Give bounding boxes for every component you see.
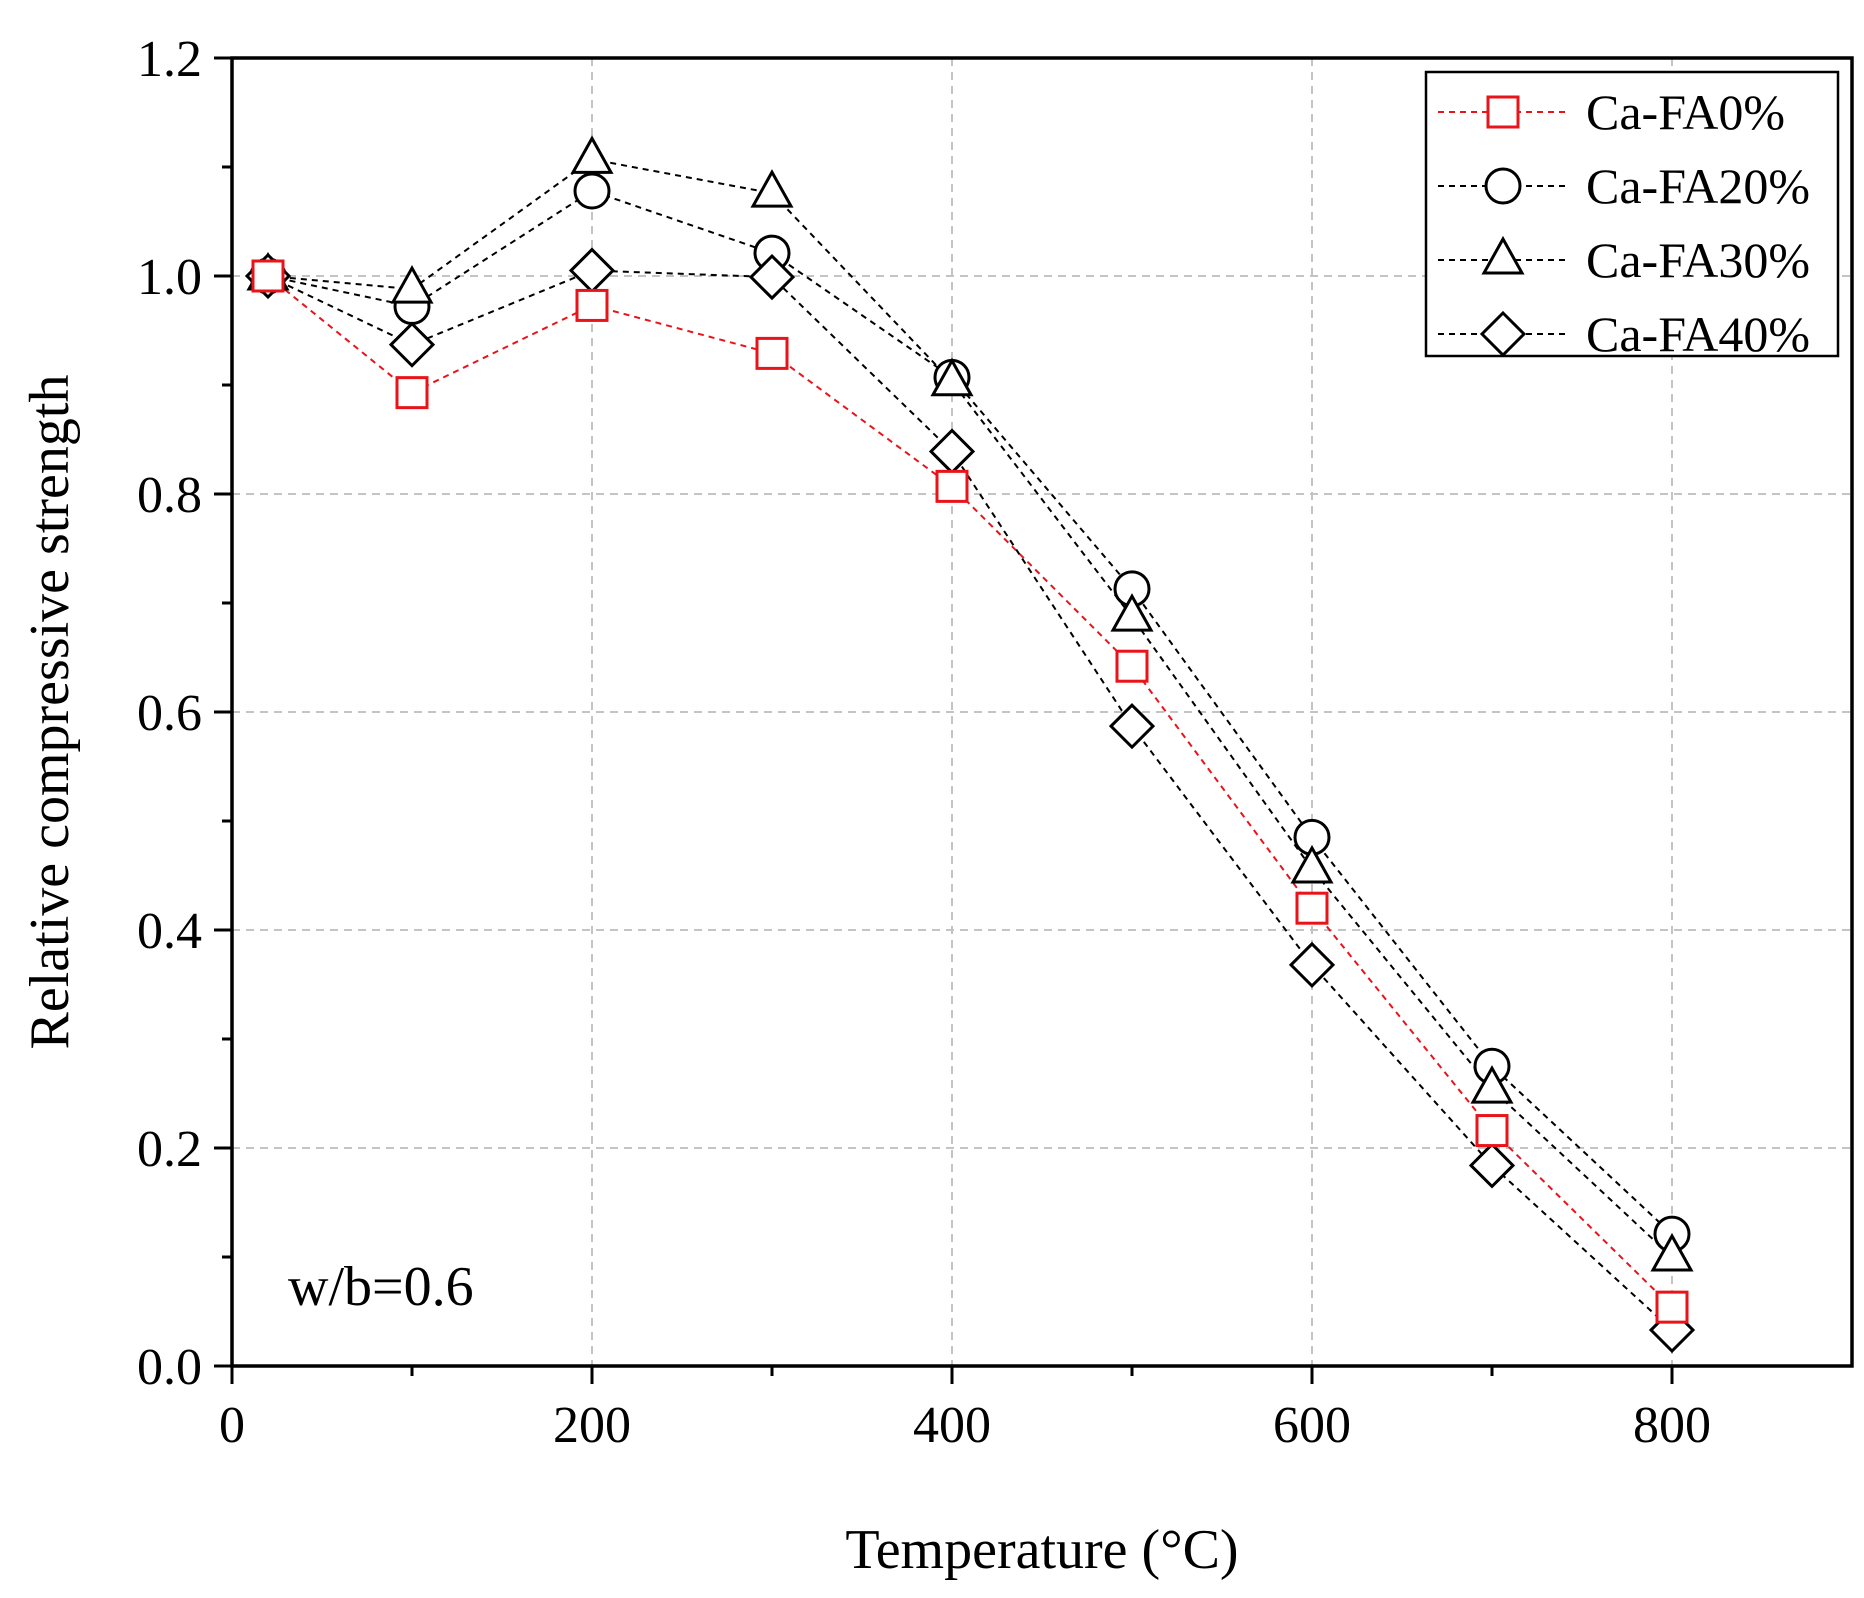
legend-label-3: Ca-FA40% <box>1586 306 1810 362</box>
legend-marker-3 <box>1479 310 1527 358</box>
data-point-s3-1 <box>388 321 436 368</box>
axes: 0 200 400 600 800 0.0 0.2 0.4 0.6 0.8 1.0 1.2 <box>137 31 1711 1454</box>
data-point-s0-4 <box>935 469 969 503</box>
data-point-s0-5 <box>1115 649 1149 683</box>
legend-marker-1 <box>1484 167 1522 205</box>
x-tick-label-0: 0 <box>219 1397 245 1454</box>
data-point-s3-5 <box>1108 703 1156 750</box>
y-tick-label-4: 0.8 <box>137 467 202 524</box>
data-point-s3-7 <box>1468 1142 1516 1189</box>
legend-marker-2 <box>1481 235 1525 275</box>
y-tick-label-5: 1.0 <box>137 249 202 306</box>
series-markers <box>244 135 1696 1354</box>
data-point-s2-8 <box>1650 1232 1694 1272</box>
data-point-s2-6 <box>1290 844 1334 884</box>
data-point-s3-3 <box>748 253 796 301</box>
data-point-s3-6 <box>1288 941 1336 989</box>
data-point-s1-2 <box>573 172 611 210</box>
legend-marker-0 <box>1486 95 1520 129</box>
legend-label-1: Ca-FA20% <box>1586 158 1810 214</box>
legend-label-2: Ca-FA30% <box>1586 232 1810 288</box>
data-point-s2-2 <box>570 135 614 174</box>
data-point-s2-3 <box>750 169 794 208</box>
data-point-s2-4 <box>930 357 974 397</box>
data-point-s0-8 <box>1655 1290 1689 1324</box>
y-tick-label-2: 0.4 <box>137 903 202 960</box>
data-point-s0-7 <box>1475 1114 1509 1148</box>
legend: Ca-FA0% Ca-FA20% Ca-FA30% Ca-FA40% <box>1424 70 1840 362</box>
data-point-s2-1 <box>390 265 434 304</box>
data-point-s2-5 <box>1110 593 1154 632</box>
y-axis-title: Relative compressive strength <box>19 375 81 1050</box>
data-point-s0-1 <box>395 376 429 410</box>
data-point-s2-7 <box>1470 1065 1514 1104</box>
data-point-s0-0 <box>251 259 285 293</box>
data-point-s0-2 <box>575 288 609 322</box>
legend-label-0: Ca-FA0% <box>1586 84 1785 140</box>
y-tick-label-1: 0.2 <box>137 1121 202 1178</box>
x-tick-label-1: 200 <box>553 1397 631 1454</box>
data-point-s0-6 <box>1295 891 1329 925</box>
y-tick-label-6: 1.2 <box>137 31 202 88</box>
y-tick-label-0: 0.0 <box>137 1339 202 1396</box>
y-tick-label-3: 0.6 <box>137 685 202 742</box>
x-tick-label-3: 600 <box>1273 1397 1351 1454</box>
x-tick-label-4: 800 <box>1633 1397 1711 1454</box>
x-tick-label-2: 400 <box>913 1397 991 1454</box>
data-point-s0-3 <box>755 336 789 370</box>
annotation-wb: w/b=0.6 <box>288 1256 474 1318</box>
x-axis-title: Temperature (°C) <box>845 1519 1238 1581</box>
